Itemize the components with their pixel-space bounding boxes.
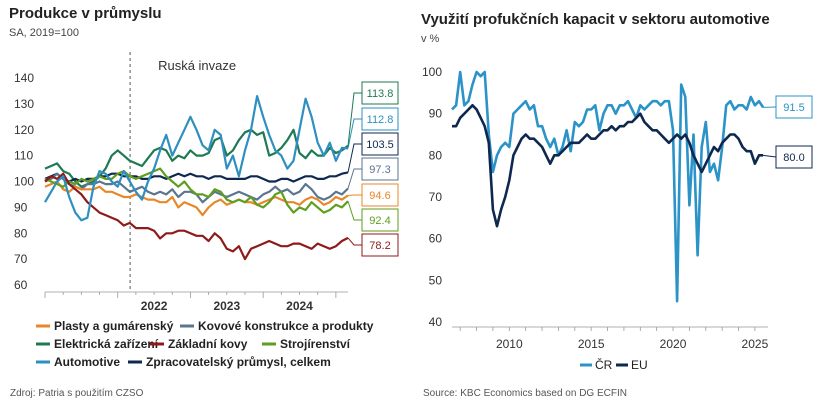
left-ytick-110: 110 [14,149,33,163]
left-chart: 60 70 80 90 100 110 120 130 140 2022 2023 2024 Rus… [14,52,399,369]
end-label-elektricka-zarizeni: 113.8 [367,88,394,100]
legend-label-zpracovatelsky-prumysl-celkem: Zpracovatelský průmysl, celkem [146,355,331,369]
end-label-leader-strojirenstvi [347,201,362,221]
end-label-box-zakladni-kovy [361,233,399,257]
series-line-automotive [44,94,349,222]
right-source: Source: KBC Economics based on DG ECFIN [423,388,627,399]
left-ytick-100: 100 [14,175,34,189]
right-xtick-2010: 2010 [496,337,523,351]
right-ytick-60: 60 [429,232,443,246]
left-chart-title: Produkce v průmyslu [9,5,162,22]
series-line-cr [451,70,765,303]
left-source: Zdroj: Patria s použitím CZSO [10,388,144,399]
right-ytick-70: 70 [429,190,443,204]
left-ytick-130: 130 [14,97,34,111]
left-chart-subtitle: SA, 2019=100 [9,27,80,39]
legend-label-elektricka-zarizeni: Elektrická zařízení [54,337,159,351]
left-ytick-140: 140 [14,71,34,85]
end-label-box-plasty-a-gumarensky [361,183,399,207]
right-chart-subtitle: v % [421,33,440,45]
left-xtick-2024: 2024 [286,299,313,313]
right-chart: 40 50 60 70 80 90 100 2010 2015 2020 2025 91.5 80.… [422,65,813,372]
right-xtick-2015: 2015 [578,337,605,351]
left-xtick-2023: 2023 [213,299,240,313]
end-label-leader-zpracovatelsky-prumysl-celkem [347,143,362,173]
end-label-eu: 80.0 [783,152,804,164]
end-label-plasty-a-gumarensky: 94.6 [369,190,390,202]
left-ytick-80: 80 [14,226,28,240]
series-line-strojirenstvi [44,167,349,214]
left-ytick-70: 70 [14,252,28,266]
left-ytick-60: 60 [14,278,28,292]
series-line-plasty-a-gumarensky [44,180,349,217]
legend-label-zakladni-kovy: Základní kovy [168,337,248,351]
left-ytick-120: 120 [14,123,34,137]
end-label-zpracovatelsky-prumysl-celkem: 103.5 [366,139,394,151]
right-ytick-90: 90 [429,107,443,121]
end-label-box-strojirenstvi [361,208,399,232]
series-line-zakladni-kovy [44,172,349,261]
end-label-leader-zakladni-kovy [347,237,362,246]
end-label-cr: 91.5 [783,102,804,114]
right-ytick-40: 40 [429,315,443,329]
legend-label-plasty-a-gumarensky: Plasty a gumárenský [54,319,174,333]
end-label-leader-automotive [347,118,362,149]
invasion-annotation: Ruská invaze [158,58,236,73]
right-xtick-2020: 2020 [660,337,687,351]
end-label-automotive: 112.8 [367,114,394,126]
end-label-box-zpracovatelsky-prumysl-celkem [361,132,399,156]
left-ytick-90: 90 [14,200,28,214]
end-label-box-kovove-konstrukce-a-produkty [361,157,399,181]
end-label-leader-elektricka-zarizeni [347,92,362,146]
legend-label-eu: EU [631,358,648,372]
end-label-box-cr [775,95,813,119]
end-label-strojirenstvi: 92.4 [369,215,390,227]
legend-label-kovove-konstrukce-a-produkty: Kovové konstrukce a produkty [198,319,374,333]
end-label-box-automotive [361,107,399,131]
end-label-box-eu [775,145,813,169]
end-label-leader-kovove-konstrukce-a-produkty [347,168,362,189]
right-ytick-100: 100 [422,65,442,79]
end-label-leader-eu [763,154,777,158]
right-ytick-80: 80 [429,148,443,162]
right-xtick-2025: 2025 [742,337,769,351]
end-label-kovove-konstrukce-a-produkty: 97.3 [369,164,390,176]
left-xtick-2022: 2022 [141,299,168,313]
series-line-eu [452,104,764,228]
legend-label-cr: ČR [595,357,613,372]
right-chart-title: Využití profukčních kapacit v sektoru au… [421,11,770,28]
legend-label-strojirenstvi: Strojírenství [280,337,351,351]
end-label-box-elektricka-zarizeni [361,81,399,105]
legend-label-automotive: Automotive [54,355,120,369]
right-ytick-50: 50 [429,273,443,287]
end-label-zakladni-kovy: 78.2 [369,240,390,252]
